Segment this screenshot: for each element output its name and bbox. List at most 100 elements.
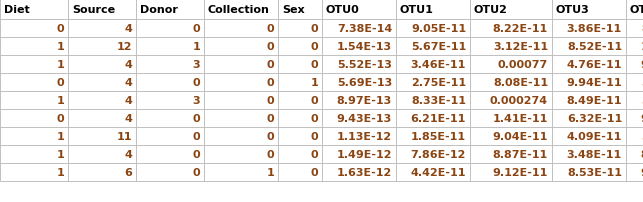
Bar (322, 0, 396, 20)
Text: OTU4: OTU4 (630, 5, 643, 15)
Text: 8.16E-11: 8.16E-11 (640, 149, 643, 159)
Text: 3: 3 (192, 96, 200, 105)
Text: 0: 0 (192, 149, 200, 159)
Text: 9.17E-11: 9.17E-11 (640, 114, 643, 123)
Text: 0.00077: 0.00077 (498, 60, 548, 70)
Text: 4.42E-11: 4.42E-11 (410, 167, 466, 177)
Text: 8.52E-11: 8.52E-11 (567, 42, 622, 52)
Text: 0: 0 (266, 60, 274, 70)
Text: 9.43E-13: 9.43E-13 (337, 114, 392, 123)
Text: 2.75E-11: 2.75E-11 (411, 78, 466, 87)
Text: 5.67E-11: 5.67E-11 (411, 42, 466, 52)
Text: 1.63E-12: 1.63E-12 (337, 167, 392, 177)
Text: 1.85E-11: 1.85E-11 (411, 131, 466, 141)
Text: 0: 0 (57, 114, 64, 123)
Text: 8.33E-11: 8.33E-11 (411, 96, 466, 105)
Text: 1.13E-12: 1.13E-12 (337, 131, 392, 141)
Text: 1: 1 (266, 167, 274, 177)
Text: 0: 0 (311, 96, 318, 105)
Text: 6: 6 (124, 167, 132, 177)
Text: 0: 0 (57, 24, 64, 34)
Text: 4.09E-11: 4.09E-11 (566, 131, 622, 141)
Text: 1: 1 (56, 42, 64, 52)
Text: 0: 0 (311, 42, 318, 52)
Text: 1: 1 (56, 149, 64, 159)
Text: 0: 0 (311, 114, 318, 123)
Text: 0: 0 (311, 167, 318, 177)
Text: 6.32E-11: 6.32E-11 (566, 114, 622, 123)
Text: 9.12E-11: 9.12E-11 (493, 167, 548, 177)
Text: 0: 0 (192, 131, 200, 141)
Bar (204, 0, 278, 20)
Text: 6.21E-11: 6.21E-11 (411, 114, 466, 123)
Text: 7.38E-14: 7.38E-14 (337, 24, 392, 34)
Text: Donor: Donor (140, 5, 178, 15)
Text: OTU1: OTU1 (400, 5, 434, 15)
Text: Diet: Diet (4, 5, 30, 15)
Text: 8.08E-11: 8.08E-11 (493, 78, 548, 87)
Text: 4: 4 (124, 96, 132, 105)
Text: 8.49E-11: 8.49E-11 (566, 96, 622, 105)
Text: 0: 0 (266, 114, 274, 123)
Text: 12: 12 (116, 42, 132, 52)
Text: 4: 4 (124, 60, 132, 70)
Text: 4: 4 (124, 78, 132, 87)
Text: 3.86E-11: 3.86E-11 (566, 24, 622, 34)
Text: 5.31E-11: 5.31E-11 (641, 131, 643, 141)
Text: 9.94E-11: 9.94E-11 (566, 78, 622, 87)
Text: 4.76E-11: 4.76E-11 (566, 60, 622, 70)
Text: Collection: Collection (208, 5, 270, 15)
Text: 0: 0 (266, 24, 274, 34)
Text: 4: 4 (124, 149, 132, 159)
Text: 7.86E-12: 7.86E-12 (411, 149, 466, 159)
Text: 0: 0 (266, 42, 274, 52)
Bar (470, 0, 552, 20)
Text: 3: 3 (192, 60, 200, 70)
Text: 5.69E-13: 5.69E-13 (337, 78, 392, 87)
Bar (626, 0, 643, 20)
Text: 0: 0 (192, 114, 200, 123)
Text: 0: 0 (192, 78, 200, 87)
Text: 8.97E-13: 8.97E-13 (337, 96, 392, 105)
Text: 4: 4 (124, 24, 132, 34)
Text: 0.000274: 0.000274 (490, 96, 548, 105)
Text: 3.12E-11: 3.12E-11 (493, 42, 548, 52)
Text: 1: 1 (56, 60, 64, 70)
Text: 9.05E-11: 9.05E-11 (411, 24, 466, 34)
Text: 1.41E-11: 1.41E-11 (493, 114, 548, 123)
Text: 0: 0 (266, 96, 274, 105)
Text: 1.73E-11: 1.73E-11 (641, 42, 643, 52)
Text: OTU0: OTU0 (326, 5, 359, 15)
Bar (396, 0, 470, 20)
Text: 0: 0 (266, 149, 274, 159)
Text: 0: 0 (311, 60, 318, 70)
Text: 1: 1 (56, 167, 64, 177)
Text: 4: 4 (124, 114, 132, 123)
Text: 5.38E-11: 5.38E-11 (641, 96, 643, 105)
Bar (136, 0, 204, 20)
Text: 0: 0 (266, 78, 274, 87)
Bar (68, 0, 136, 20)
Text: 9.80E-11: 9.80E-11 (641, 60, 643, 70)
Bar (278, 0, 322, 20)
Text: Sex: Sex (282, 5, 305, 15)
Text: 5.52E-13: 5.52E-13 (337, 60, 392, 70)
Text: 8.25E-11: 8.25E-11 (641, 24, 643, 34)
Bar (552, 0, 626, 20)
Text: 1: 1 (192, 42, 200, 52)
Text: 1: 1 (56, 96, 64, 105)
Text: 3.48E-11: 3.48E-11 (566, 149, 622, 159)
Text: OTU3: OTU3 (556, 5, 590, 15)
Text: 8.53E-11: 8.53E-11 (567, 167, 622, 177)
Text: 9.40E-12: 9.40E-12 (640, 167, 643, 177)
Text: Source: Source (72, 5, 115, 15)
Text: 1.49E-12: 1.49E-12 (336, 149, 392, 159)
Text: 3.46E-11: 3.46E-11 (411, 60, 466, 70)
Text: 0: 0 (266, 131, 274, 141)
Text: 0: 0 (311, 131, 318, 141)
Text: 5.90E-12: 5.90E-12 (641, 78, 643, 87)
Bar (0, 0, 68, 20)
Text: 0: 0 (57, 78, 64, 87)
Text: 0: 0 (192, 167, 200, 177)
Text: 8.87E-11: 8.87E-11 (493, 149, 548, 159)
